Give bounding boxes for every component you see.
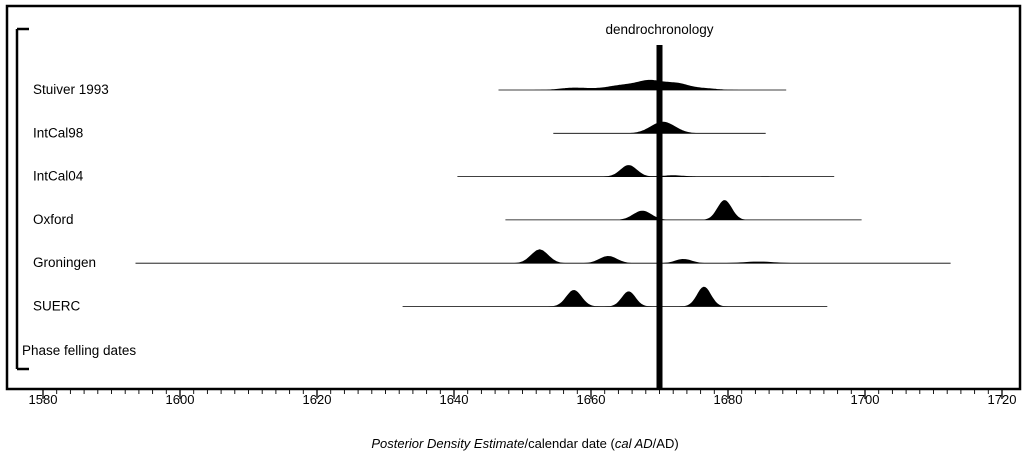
x-tick-label: 1700 xyxy=(851,392,880,407)
density-groningen xyxy=(135,249,951,264)
series-label-oxford: Oxford xyxy=(33,212,74,227)
x-axis-label-part: cal AD xyxy=(615,436,653,451)
x-tick-label: 1680 xyxy=(714,392,743,407)
series-label-intcal98: IntCal98 xyxy=(33,125,83,140)
series-label-groningen: Groningen xyxy=(33,255,96,270)
series-label-stuiver-1993: Stuiver 1993 xyxy=(33,82,109,97)
x-tick-label: 1660 xyxy=(577,392,606,407)
x-axis-label-part: /AD) xyxy=(653,436,679,451)
phase-bracket xyxy=(15,27,29,371)
series-label-suerc: SUERC xyxy=(33,299,81,314)
x-axis-label-part: Posterior Density Estimate xyxy=(371,436,524,451)
series-group xyxy=(135,79,951,307)
x-tick-label: 1600 xyxy=(166,392,195,407)
density-stuiver-1993 xyxy=(498,79,787,90)
density-suerc xyxy=(402,286,828,307)
density-oxford xyxy=(505,200,862,220)
series-label-intcal04: IntCal04 xyxy=(33,169,84,184)
x-axis-label-part: /calendar date ( xyxy=(525,436,616,451)
dendrochronology-label: dendrochronology xyxy=(605,22,713,37)
x-tick-label: 1580 xyxy=(29,392,58,407)
series-labels: Stuiver 1993 IntCal98 IntCal04 Oxford Gronin… xyxy=(33,82,109,314)
plot-frame xyxy=(5,4,1022,391)
density-intcal04 xyxy=(457,165,835,177)
x-axis-label: Posterior Density Estimate/calendar date… xyxy=(371,436,678,451)
bracket-label: Phase felling dates xyxy=(22,343,136,358)
x-tick-label: 1720 xyxy=(988,392,1017,407)
x-tick-label: 1620 xyxy=(303,392,332,407)
x-axis: 1580 1600 1620 1640 1660 1680 1700 1720 xyxy=(29,389,1017,407)
x-tick-label: 1640 xyxy=(440,392,469,407)
